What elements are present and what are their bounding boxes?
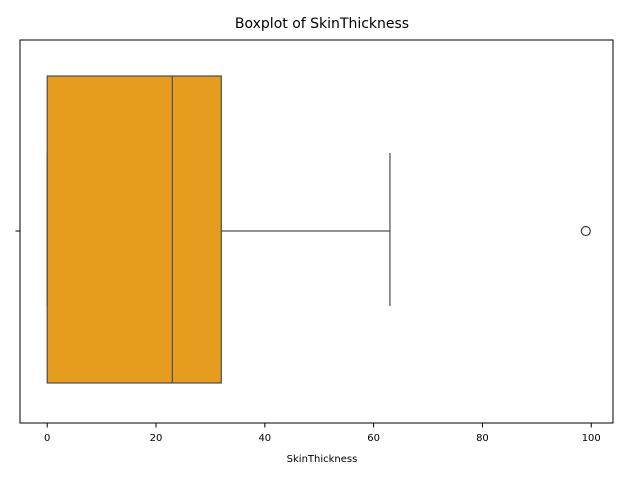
x-tick-label-2: 40 — [258, 433, 271, 444]
box-iqr — [46, 75, 222, 384]
box-group — [46, 75, 591, 384]
outlier-point-0 — [580, 225, 591, 237]
x-axis: 0 20 40 60 80 100 — [44, 423, 601, 444]
x-tick-label-0: 0 — [44, 433, 50, 444]
x-tick-label-1: 20 — [150, 433, 163, 444]
x-axis-label: SkinThickness — [287, 454, 358, 465]
x-tick-label-3: 60 — [367, 433, 380, 444]
x-tick-label-5: 100 — [582, 433, 601, 444]
chart-title: Boxplot of SkinThickness — [235, 16, 409, 32]
plot-area: 0 20 40 60 80 100 — [15, 39, 614, 444]
x-tick-label-4: 80 — [476, 433, 489, 444]
